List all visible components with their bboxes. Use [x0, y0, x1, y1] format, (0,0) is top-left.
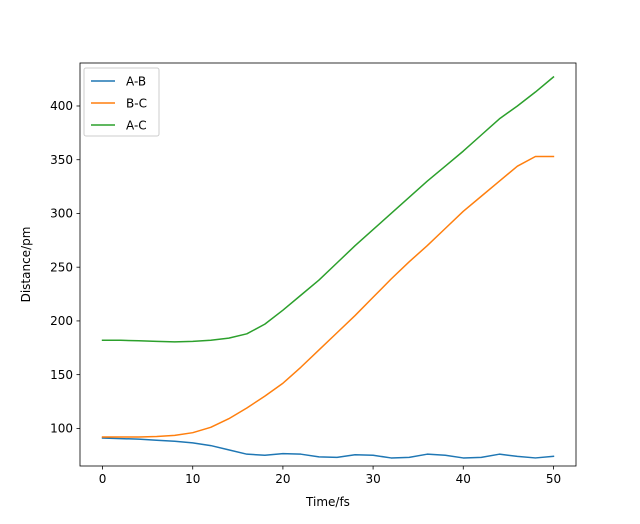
series-layer — [101, 75, 555, 459]
x-tick-label: 0 — [99, 472, 107, 486]
y-tick-label: 400 — [50, 99, 73, 113]
y-tick-label: 250 — [50, 260, 73, 274]
x-axis-label: Time/fs — [305, 495, 350, 509]
x-tick-label: 40 — [456, 472, 471, 486]
x-tick-label: 30 — [365, 472, 380, 486]
y-tick-label: 350 — [50, 153, 73, 167]
series-line-b-c — [101, 155, 555, 438]
x-tick-label: 10 — [185, 472, 200, 486]
legend-label-a-b: A-B — [126, 74, 146, 88]
x-axis: 0 10 20 30 40 50 — [99, 466, 561, 486]
series-line-a-b — [101, 437, 555, 459]
y-axis: 100 150 200 250 300 350 400 — [50, 99, 80, 436]
legend-label-b-c: B-C — [126, 96, 147, 110]
legend-box — [83, 67, 160, 137]
y-tick-label: 300 — [50, 207, 73, 221]
y-tick-label: 100 — [50, 422, 73, 436]
legend: A-B B-C A-C — [83, 67, 160, 137]
y-tick-label: 200 — [50, 314, 73, 328]
y-tick-label: 150 — [50, 368, 73, 382]
series-line-a-c — [101, 75, 555, 343]
y-axis-label: Distance/pm — [19, 227, 33, 303]
x-tick-label: 20 — [275, 472, 290, 486]
x-tick-label: 50 — [546, 472, 561, 486]
legend-label-a-c: A-C — [126, 118, 147, 132]
plot-frame — [79, 62, 577, 467]
